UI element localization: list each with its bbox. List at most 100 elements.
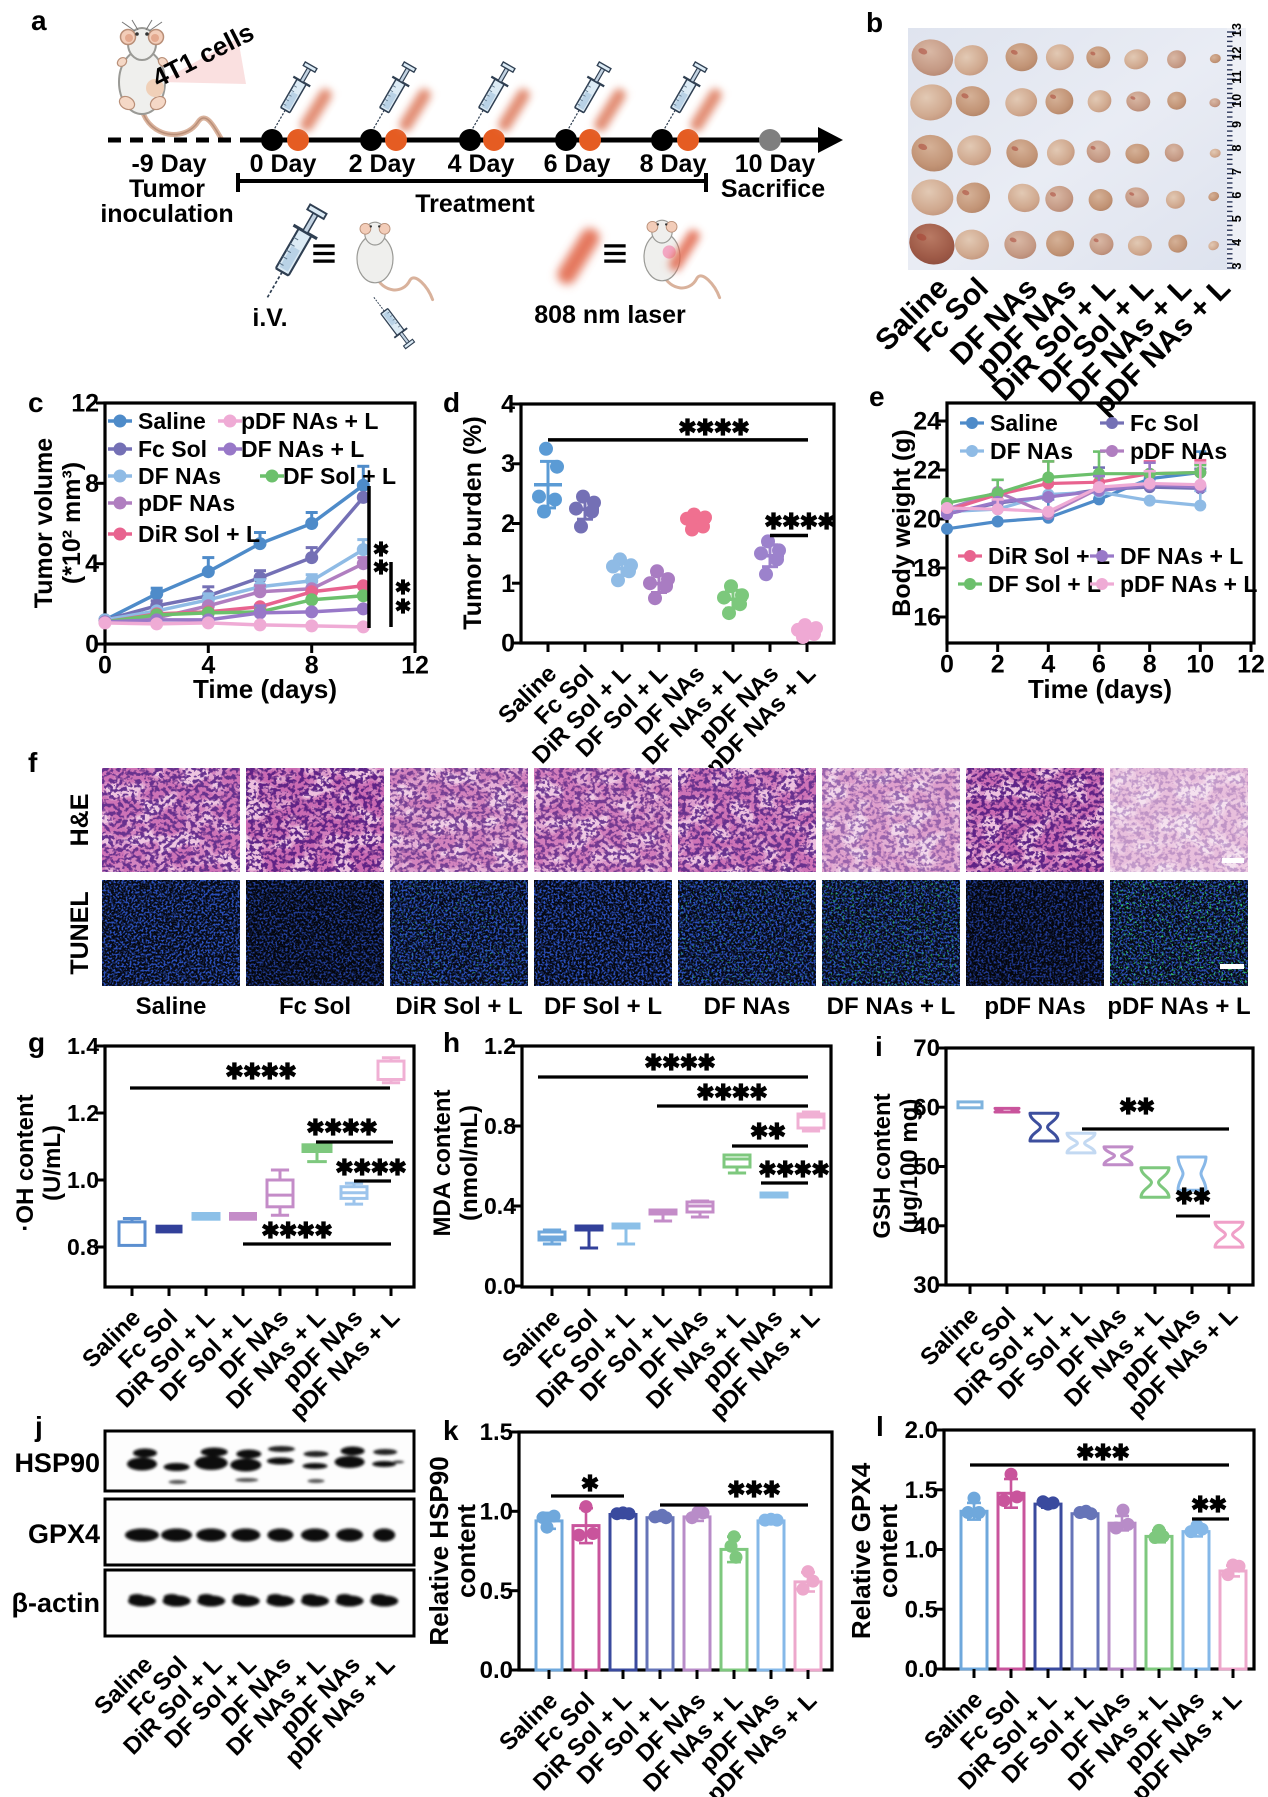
svg-text:1.5: 1.5: [905, 1477, 938, 1504]
svg-text:4: 4: [1230, 239, 1244, 246]
svg-text:DF NAs: DF NAs: [990, 438, 1073, 464]
svg-text:pDF NAs: pDF NAs: [984, 993, 1085, 1020]
svg-text:10: 10: [1186, 651, 1214, 679]
svg-text:H&E: H&E: [66, 794, 94, 847]
svg-text:4: 4: [501, 391, 515, 419]
svg-text:Body weight (g): Body weight (g): [888, 429, 916, 616]
svg-text:Treatment: Treatment: [415, 190, 535, 218]
svg-text:0 Day: 0 Day: [250, 150, 317, 178]
svg-text:3: 3: [501, 450, 515, 478]
svg-text:8: 8: [1230, 144, 1244, 151]
svg-text:1.0: 1.0: [480, 1499, 513, 1526]
svg-text:12: 12: [1237, 651, 1265, 679]
svg-text:3: 3: [1230, 262, 1244, 269]
svg-text:808 nm laser: 808 nm laser: [534, 301, 686, 329]
svg-text:e: e: [869, 381, 885, 412]
svg-text:Sacrifice: Sacrifice: [721, 175, 825, 203]
svg-text:β-actin: β-actin: [12, 1588, 101, 1618]
svg-text:j: j: [34, 1411, 43, 1442]
svg-text:≡: ≡: [311, 229, 337, 278]
svg-text:i.V.: i.V.: [252, 304, 287, 332]
svg-text:DF Sol + L: DF Sol + L: [544, 993, 662, 1020]
svg-text:a: a: [31, 5, 47, 36]
svg-text:≡: ≡: [602, 229, 628, 278]
svg-text:0: 0: [501, 630, 515, 658]
svg-text:pDF NAs + L: pDF NAs + L: [1107, 993, 1250, 1020]
svg-text:d: d: [443, 387, 460, 418]
svg-text:f: f: [28, 747, 38, 778]
svg-text:2: 2: [991, 651, 1005, 679]
svg-text:0.0: 0.0: [480, 1657, 513, 1684]
svg-text:6: 6: [1230, 192, 1244, 199]
svg-text:(*10² mm³): (*10² mm³): [58, 462, 86, 584]
svg-text:MDA content: MDA content: [429, 1089, 456, 1236]
svg-text:TUNEL: TUNEL: [66, 891, 94, 974]
svg-text:pDF NAs + L: pDF NAs + L: [241, 408, 378, 434]
svg-text:Fc Sol: Fc Sol: [279, 993, 351, 1020]
svg-text:0: 0: [85, 631, 99, 659]
svg-text:DF Sol + L: DF Sol + L: [283, 463, 396, 489]
svg-text:Relative GPX4: Relative GPX4: [846, 1462, 876, 1639]
svg-text:Time (days): Time (days): [1028, 674, 1172, 704]
svg-text:10: 10: [1230, 94, 1244, 108]
svg-text:22: 22: [913, 457, 941, 485]
svg-text:GSH content: GSH content: [869, 1093, 896, 1238]
svg-text:4: 4: [85, 550, 99, 578]
svg-text:30: 30: [913, 1272, 940, 1299]
svg-text:b: b: [866, 7, 883, 38]
svg-text:0: 0: [940, 651, 954, 679]
svg-text:(U/mL): (U/mL): [39, 1125, 66, 1201]
svg-text:20: 20: [913, 506, 941, 534]
svg-text:18: 18: [913, 555, 941, 583]
svg-text:DF NAs: DF NAs: [138, 463, 221, 489]
svg-text:g: g: [28, 1027, 45, 1058]
svg-text:1.4: 1.4: [67, 1033, 99, 1059]
svg-text:24: 24: [913, 408, 941, 436]
svg-text:pDF NAs: pDF NAs: [1130, 438, 1227, 464]
svg-text:DiR Sol + L: DiR Sol + L: [988, 543, 1110, 569]
svg-text:(nmol/mL): (nmol/mL): [456, 1105, 483, 1221]
svg-text:0.8: 0.8: [67, 1234, 99, 1260]
svg-text:content: content: [873, 1504, 903, 1598]
svg-text:50: 50: [913, 1154, 940, 1181]
svg-text:1.2: 1.2: [67, 1100, 99, 1126]
svg-text:Fc Sol: Fc Sol: [138, 436, 207, 462]
svg-text:4: 4: [201, 652, 215, 680]
svg-text:1: 1: [501, 570, 515, 598]
svg-text:40: 40: [913, 1213, 940, 1240]
svg-text:pDF NAs + L: pDF NAs + L: [1120, 571, 1257, 597]
svg-text:12: 12: [401, 652, 429, 680]
svg-text:0: 0: [98, 652, 112, 680]
svg-text:11: 11: [1230, 71, 1244, 84]
svg-text:DiR Sol + L: DiR Sol + L: [395, 993, 522, 1020]
svg-text:12: 12: [71, 390, 99, 418]
svg-text:4 Day: 4 Day: [448, 150, 515, 178]
svg-text:Saline: Saline: [138, 408, 206, 434]
svg-text:h: h: [443, 1027, 460, 1058]
svg-text:Relative HSP90: Relative HSP90: [424, 1456, 454, 1645]
svg-text:0.0: 0.0: [905, 1656, 938, 1683]
svg-text:2: 2: [501, 510, 515, 538]
svg-text:DF NAs: DF NAs: [704, 993, 791, 1020]
svg-text:12: 12: [1230, 47, 1244, 61]
svg-text:7: 7: [1230, 168, 1244, 175]
svg-text:60: 60: [913, 1094, 940, 1121]
svg-text:8: 8: [305, 652, 319, 680]
svg-text:0.8: 0.8: [484, 1113, 516, 1139]
svg-text:Time (days): Time (days): [193, 674, 337, 704]
svg-text:16: 16: [913, 604, 941, 632]
svg-text:2.0: 2.0: [905, 1417, 938, 1444]
svg-text:13: 13: [1230, 23, 1244, 37]
svg-text:Tumor: Tumor: [129, 175, 205, 203]
svg-text:content: content: [451, 1504, 481, 1598]
svg-text:70: 70: [913, 1035, 940, 1062]
svg-text:9: 9: [1230, 121, 1244, 128]
svg-text:4: 4: [1041, 651, 1055, 679]
svg-text:0.4: 0.4: [484, 1193, 516, 1219]
svg-text:5: 5: [1230, 215, 1244, 222]
svg-text:-9 Day: -9 Day: [131, 150, 206, 178]
svg-text:1.2: 1.2: [484, 1033, 516, 1059]
svg-text:DF NAs + L: DF NAs + L: [241, 436, 364, 462]
svg-text:8 Day: 8 Day: [640, 150, 707, 178]
svg-text:DF NAs + L: DF NAs + L: [827, 993, 956, 1020]
